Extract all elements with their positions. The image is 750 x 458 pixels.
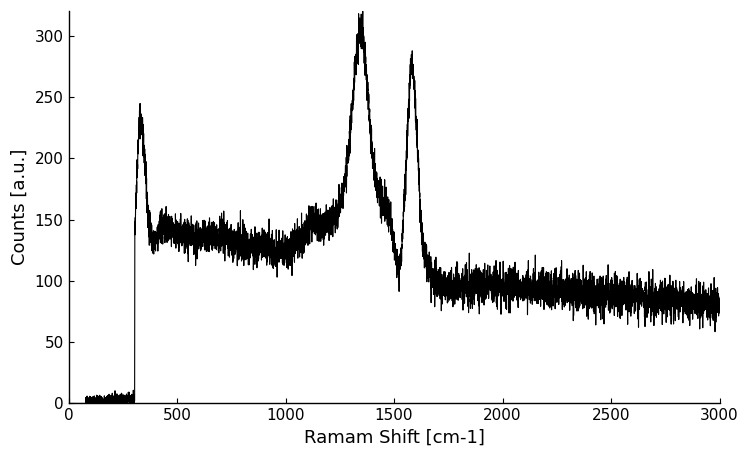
X-axis label: Ramam Shift [cm-1]: Ramam Shift [cm-1]	[304, 429, 484, 447]
Y-axis label: Counts [a.u.]: Counts [a.u.]	[11, 149, 29, 266]
